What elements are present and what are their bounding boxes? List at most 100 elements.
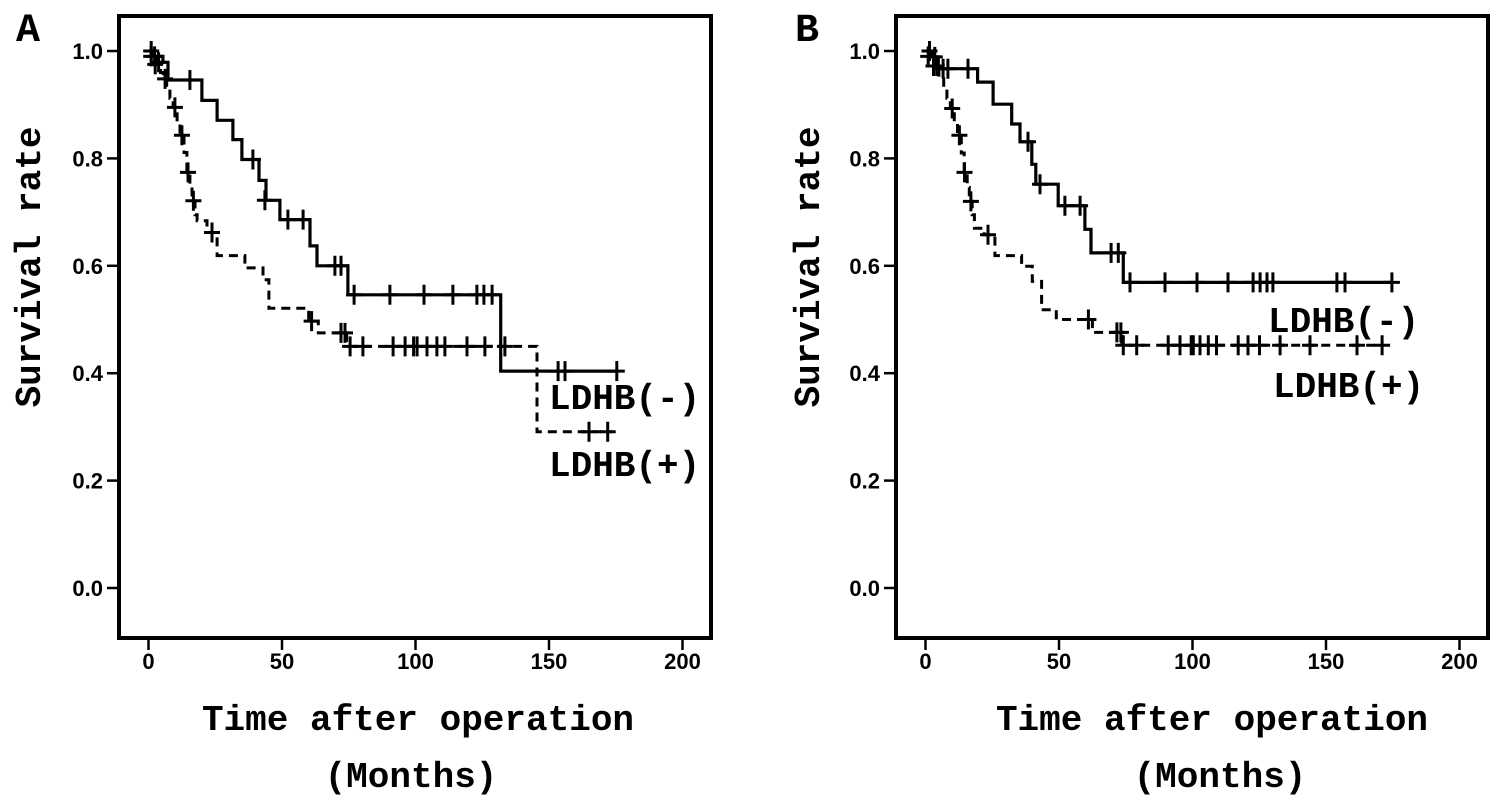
censor-mark-ldhb-negative [256, 190, 273, 211]
censor-mark-ldhb-positive [204, 222, 220, 243]
censor-mark-ldhb-positive [1272, 335, 1289, 356]
censor-mark-ldhb-negative [557, 361, 573, 382]
censor-mark-ldhb-positive [1251, 335, 1268, 356]
y-tick-label: 0.4 [72, 361, 103, 386]
km-curve-ldhb-negative [148, 49, 618, 373]
panel-a-legend-ldhb-positive: LDHB(+) [549, 446, 700, 487]
censor-mark-ldhb-negative [960, 58, 976, 79]
censor-mark-ldhb-negative [295, 209, 312, 230]
censor-mark-ldhb-positive [157, 68, 174, 89]
y-tick-label: 0.6 [849, 254, 880, 279]
y-tick-label: 0.2 [72, 469, 103, 494]
censor-mark-ldhb-negative [181, 70, 198, 90]
censor-mark-ldhb-positive [459, 336, 475, 357]
y-tick-label: 0.8 [849, 146, 880, 171]
censor-mark-ldhb-positive [581, 421, 597, 442]
censor-mark-ldhb-positive [1115, 335, 1132, 356]
censor-mark-ldhb-positive [928, 56, 945, 76]
x-tick-label: 150 [531, 649, 568, 674]
y-tick-label: 0.8 [72, 146, 103, 171]
x-tick-label: 200 [1441, 649, 1478, 674]
y-tick-label: 0.0 [849, 576, 880, 601]
censor-mark-ldhb-negative [1220, 272, 1236, 293]
panel-a-letter: A [16, 9, 40, 54]
censor-mark-ldhb-positive [354, 336, 371, 357]
censor-mark-ldhb-positive [303, 311, 320, 332]
panel-a-x-axis-title: Time after operation [202, 700, 634, 741]
panel-a-plot: 0 50 100 150 200 1.0 0.8 0.6 0.4 0.2 0.0 [72, 14, 713, 674]
x-tick-label: 150 [1308, 649, 1345, 674]
censor-mark-ldhb-negative [1264, 272, 1281, 293]
y-tick-label: 0.0 [72, 576, 103, 601]
x-tick-label: 50 [270, 649, 294, 674]
censor-mark-ldhb-positive [147, 54, 164, 75]
plot-frame [117, 14, 713, 640]
censor-mark-ldhb-negative [1337, 272, 1353, 293]
censor-mark-ldhb-positive [951, 125, 968, 146]
censor-mark-ldhb-positive [337, 322, 353, 343]
censor-mark-ldhb-negative [279, 209, 296, 230]
censor-mark-ldhb-negative [1056, 195, 1073, 216]
censor-mark-ldhb-positive [1128, 335, 1145, 356]
censor-mark-ldhb-positive [476, 336, 493, 357]
y-tick-label: 0.6 [72, 254, 103, 279]
censor-mark-ldhb-negative [1122, 272, 1138, 293]
censor-mark-ldhb-negative [1189, 272, 1205, 293]
plots-layer: 0 50 100 150 200 1.0 0.8 0.6 0.4 0.2 0.0 0 50 100 150 2… [72, 14, 1490, 674]
censor-mark-ldhb-positive [180, 162, 196, 183]
x-tick-label: 100 [397, 649, 434, 674]
panel-b-legend-ldhb-positive: LDHB(+) [1273, 367, 1424, 408]
censor-mark-ldhb-positive [496, 336, 513, 357]
censor-mark-ldhb-negative [1032, 174, 1048, 195]
censor-mark-ldhb-positive [166, 97, 183, 118]
km-curve-ldhb-negative [925, 49, 1393, 284]
y-tick-label: 1.0 [849, 39, 880, 64]
panel-b-letter: B [795, 9, 819, 54]
censor-mark-ldhb-negative [484, 284, 501, 305]
censor-mark-ldhb-negative [1072, 195, 1089, 216]
panel-b-x-axis-units: (Months) [1134, 757, 1307, 797]
censor-mark-ldhb-negative [1157, 272, 1173, 293]
censor-mark-ldhb-negative [346, 284, 363, 305]
censor-mark-ldhb-positive [944, 98, 961, 119]
censor-mark-ldhb-positive [1349, 335, 1365, 356]
censor-mark-ldhb-negative [244, 149, 261, 170]
censor-mark-ldhb-positive [1080, 309, 1097, 330]
censor-mark-ldhb-negative [381, 284, 398, 305]
censor-mark-ldhb-positive [962, 191, 979, 212]
censor-mark-ldhb-positive [1112, 322, 1129, 343]
censor-mark-ldhb-positive [1302, 335, 1318, 356]
censor-mark-ldhb-positive [956, 162, 973, 183]
y-tick-label: 0.2 [849, 469, 880, 494]
censor-mark-ldhb-negative [333, 255, 349, 276]
censor-mark-ldhb-positive [185, 190, 202, 211]
x-tick-label: 0 [919, 649, 931, 674]
censor-mark-ldhb-negative [1383, 272, 1400, 293]
censor-mark-ldhb-negative [939, 58, 956, 79]
panel-a-x-axis-units: (Months) [325, 757, 498, 797]
panel-a-y-axis-title: Survival rate [10, 127, 51, 408]
panel-a-legend-ldhb-negative: LDHB(-) [549, 379, 700, 420]
km-curve-ldhb-positive [148, 49, 612, 434]
km-curve-ldhb-positive [925, 49, 1383, 347]
censor-mark-ldhb-positive [1374, 335, 1391, 356]
censor-mark-ldhb-positive [599, 421, 616, 442]
x-tick-label: 50 [1047, 649, 1071, 674]
censor-mark-ldhb-positive [1208, 335, 1225, 356]
censor-mark-ldhb-positive [980, 224, 996, 245]
censor-mark-ldhb-negative [416, 284, 432, 305]
y-tick-label: 1.0 [72, 39, 103, 64]
y-tick-label: 0.4 [849, 361, 880, 386]
x-tick-label: 0 [142, 649, 154, 674]
x-tick-label: 200 [664, 649, 701, 674]
censor-mark-ldhb-positive [436, 336, 453, 357]
censor-mark-ldhb-negative [1020, 131, 1036, 152]
censor-mark-ldhb-positive [173, 125, 190, 146]
panel-b-plot: 0 50 100 150 200 1.0 0.8 0.6 0.4 0.2 0.0 [849, 14, 1490, 674]
panel-b-legend-ldhb-negative: LDHB(-) [1268, 302, 1419, 343]
censor-mark-ldhb-negative [1110, 242, 1127, 263]
panel-b-y-axis-title: Survival rate [789, 127, 830, 408]
censor-mark-ldhb-negative [608, 361, 625, 382]
